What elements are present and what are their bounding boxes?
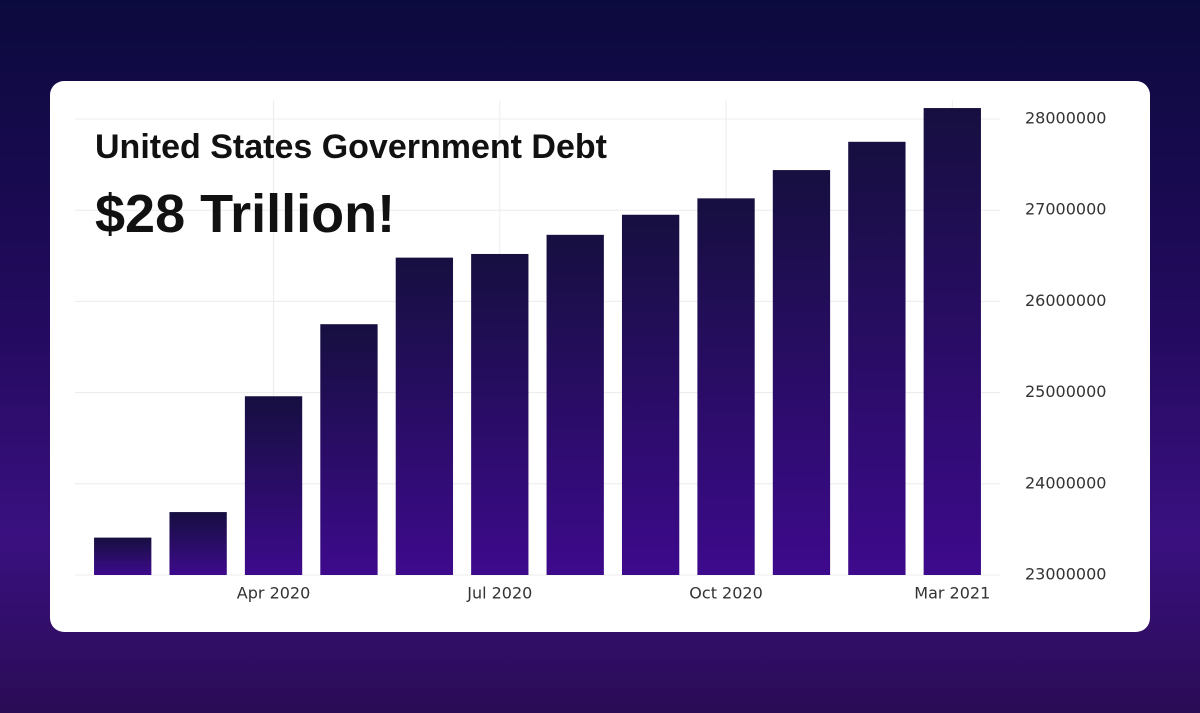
x-tick-label: Apr 2020 [237,584,310,603]
bar [772,170,831,575]
x-tick-label: Jul 2020 [466,584,532,603]
y-tick-label: 25000000 [1025,382,1106,401]
plot: 23000000 24000000 25000000 26000000 27000000… [75,100,1106,603]
bar [94,537,152,575]
bar [169,512,227,575]
bar [621,214,680,575]
bar [244,396,303,575]
chart-subtitle: $28 Trillion! [95,184,395,244]
bar [697,198,755,575]
y-tick-label: 23000000 [1025,565,1106,584]
chart-title: United States Government Debt [95,128,607,166]
bar [395,257,454,575]
x-tick-label: Oct 2020 [689,584,762,603]
bar [848,141,906,576]
y-tick-label: 27000000 [1025,200,1106,219]
y-tick-label: 26000000 [1025,291,1106,310]
y-tick-label: 28000000 [1025,109,1106,128]
bar [320,324,378,575]
bar [546,234,604,575]
x-tick-label: Mar 2021 [914,584,990,603]
bar [923,108,981,575]
bar [471,253,529,575]
y-tick-label: 24000000 [1025,473,1106,492]
